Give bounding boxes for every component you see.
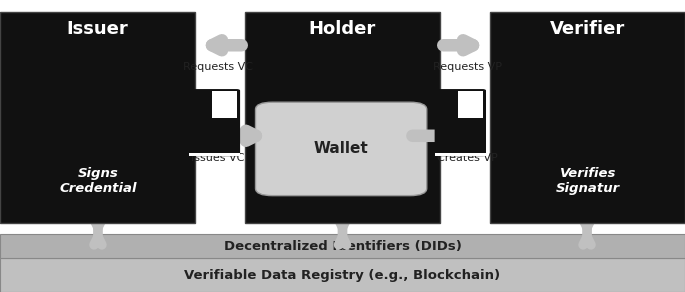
Text: Verifiable Data Registry (e.g., Blockchain): Verifiable Data Registry (e.g., Blockcha… [184, 269, 501, 282]
Bar [212, 91, 237, 117]
Text: Decentralized Identifiers (DIDs): Decentralized Identifiers (DIDs) [223, 239, 462, 253]
Ellipse shape [200, 146, 229, 154]
Ellipse shape [446, 146, 475, 154]
Bar [188, 153, 240, 156]
FancyBboxPatch shape [435, 89, 486, 156]
Bar [0, 258, 685, 292]
Text: Requests VC: Requests VC [183, 62, 253, 72]
Bar [458, 91, 483, 117]
Text: Requests VP: Requests VP [433, 62, 501, 72]
Text: Creates VP: Creates VP [437, 153, 497, 163]
Text: Verifies
Signatur: Verifies Signatur [556, 167, 620, 195]
Bar [490, 12, 685, 223]
Text: Verifier: Verifier [550, 20, 625, 38]
Bar [0, 12, 195, 223]
Text: Issues VC: Issues VC [191, 153, 245, 163]
Text: Signs
Credential: Signs Credential [59, 167, 137, 195]
Bar [435, 153, 486, 156]
Text: Issuer: Issuer [66, 20, 129, 38]
Text: Holder: Holder [309, 20, 376, 38]
Bar [0, 234, 685, 258]
FancyBboxPatch shape [256, 102, 427, 196]
FancyBboxPatch shape [188, 89, 240, 156]
Text: Wallet: Wallet [314, 141, 369, 157]
Bar [245, 12, 440, 223]
